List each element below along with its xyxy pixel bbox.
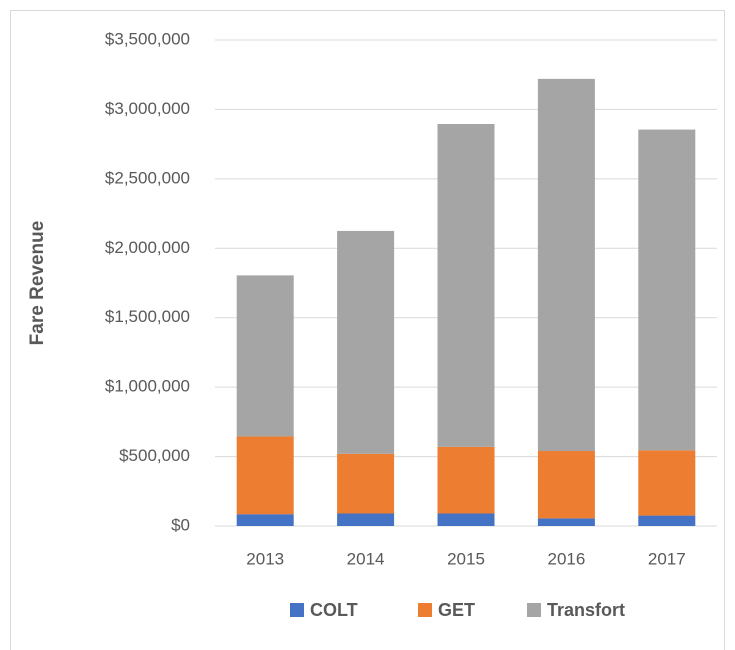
bar-segment (236, 275, 294, 437)
bar-segment (537, 451, 595, 519)
bar-segment (337, 453, 395, 514)
bar-segment (337, 513, 395, 526)
legend-swatch (290, 603, 304, 617)
legend-label: Transfort (547, 600, 625, 620)
bar-segment (537, 78, 595, 452)
bar-segment (537, 518, 595, 526)
y-tick-label: $500,000 (119, 446, 190, 465)
y-tick-label: $1,000,000 (105, 377, 190, 396)
bar-segment (437, 124, 495, 447)
x-tick-label: 2015 (447, 549, 485, 568)
bar-segment (337, 230, 395, 454)
bar-segment (437, 446, 495, 514)
bar-segment (437, 513, 495, 526)
y-tick-label: $0 (171, 515, 190, 534)
bar-segment (638, 450, 696, 516)
y-tick-label: $2,500,000 (105, 168, 190, 187)
legend-label: GET (438, 600, 475, 620)
legend-swatch (418, 603, 432, 617)
y-tick-label: $2,000,000 (105, 238, 190, 257)
legend-label: COLT (310, 600, 358, 620)
y-tick-label: $1,500,000 (105, 307, 190, 326)
bar-segment (236, 436, 294, 515)
y-axis-title: Fare Revenue (27, 221, 48, 346)
y-tick-label: $3,000,000 (105, 99, 190, 118)
x-tick-label: 2013 (246, 549, 284, 568)
y-tick-label: $3,500,000 (105, 29, 190, 48)
x-tick-label: 2014 (347, 549, 385, 568)
chart-border (10, 10, 725, 650)
x-tick-label: 2017 (648, 549, 686, 568)
legend-swatch (527, 603, 541, 617)
bar-segment (638, 129, 696, 451)
x-tick-label: 2016 (547, 549, 585, 568)
bar-segment (638, 515, 696, 526)
bar-segment (236, 514, 294, 526)
